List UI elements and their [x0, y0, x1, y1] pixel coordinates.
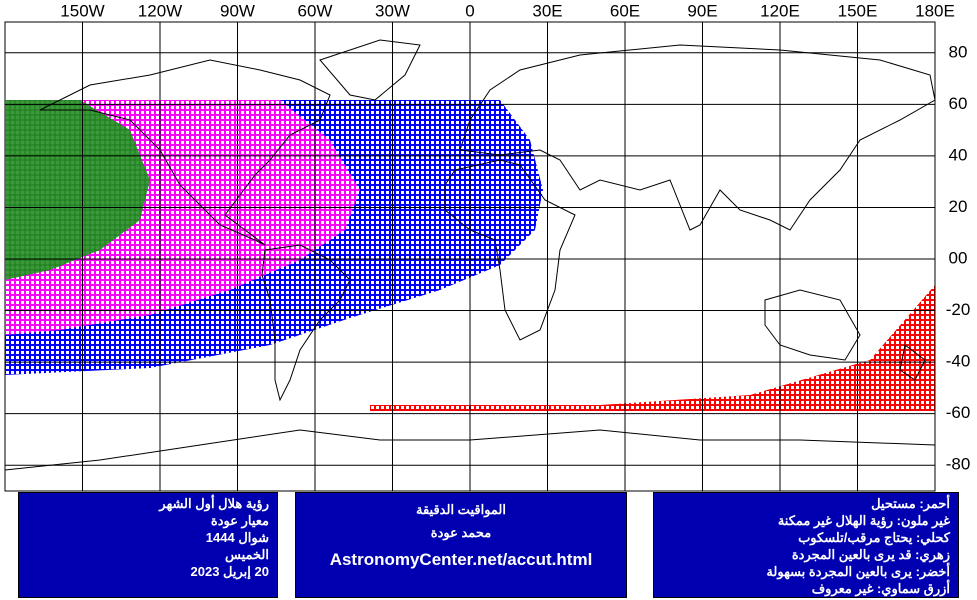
x-tick-label: 60E: [610, 1, 640, 20]
new-zealand: [899, 344, 926, 381]
africa: [444, 159, 576, 341]
impossible-zone: [370, 285, 935, 411]
panel-line: المواقيت الدقيقة: [415, 502, 506, 517]
x-tick-label: 120E: [760, 1, 800, 20]
naked-eye-easy-zone: [5, 100, 150, 280]
x-tick-label: 0: [465, 1, 474, 20]
y-tick-label: 80: [949, 42, 968, 61]
map: 150W 120W 90W 60W 30W 0 30E 60E 90E 120E 150E 180E 8…: [4, 1, 971, 492]
panel-line: شوال 1444: [205, 530, 269, 545]
panel-line: معيار عودة: [210, 513, 269, 528]
x-tick-label: 30W: [375, 1, 410, 20]
panel-line: محمد عودة: [430, 525, 492, 540]
x-tick-label: 90E: [687, 1, 717, 20]
antarctica: [4, 429, 936, 471]
panel-line: AstronomyCenter.net/accut.html: [329, 550, 593, 569]
panel-line: أخضر: يرى بالعين المجردة بسهولة: [766, 564, 950, 579]
panel-line: كحلي: يحتاج مرقب/تلسكوب: [798, 530, 950, 545]
panel-line: غير ملون: رؤية الهلال غير ممكنة: [777, 513, 950, 528]
credits-panel: المواقيت الدقيقة محمد عودة AstronomyCenter…: [295, 492, 627, 598]
panel-line: أحمر: مستحيل: [871, 496, 950, 511]
panel-line: الخميس: [225, 547, 269, 562]
legend-panel: أحمر: مستحيل غير ملون: رؤية الهلال غير مم…: [653, 492, 959, 598]
panel-line: زهري: قد يرى بالعين المجردة: [791, 547, 950, 562]
coastlines: [4, 39, 936, 471]
eurasia: [459, 44, 936, 231]
y-tick-label: -80: [946, 455, 971, 474]
panel-line: 20 إبريل 2023: [190, 564, 269, 579]
australia: [764, 289, 861, 361]
x-tick-label: 120W: [138, 1, 182, 20]
y-tick-label: 20: [949, 197, 968, 216]
x-tick-label: 30E: [532, 1, 562, 20]
y-tick-label: 40: [949, 145, 968, 164]
y-tick-label: 00: [949, 248, 968, 267]
x-tick-label: 150E: [838, 1, 878, 20]
y-tick-label: 60: [949, 94, 968, 113]
greenland: [319, 39, 421, 101]
y-tick-label: -20: [946, 300, 971, 319]
x-tick-label: 60W: [298, 1, 333, 20]
panel-line: أزرق سماوي: غير معروف: [811, 581, 950, 596]
x-tick-label: 150W: [60, 1, 104, 20]
x-tick-label: 180E: [915, 1, 955, 20]
x-tick-label: 90W: [220, 1, 255, 20]
y-tick-label: -60: [946, 403, 971, 422]
panel-line: رؤية هلال أول الشهر: [159, 496, 269, 511]
north-america: [39, 59, 331, 246]
y-tick-label: -40: [946, 352, 971, 371]
title-panel: رؤية هلال أول الشهر معيار عودة شوال 1444 ال…: [18, 492, 278, 598]
south-america: [261, 244, 351, 402]
